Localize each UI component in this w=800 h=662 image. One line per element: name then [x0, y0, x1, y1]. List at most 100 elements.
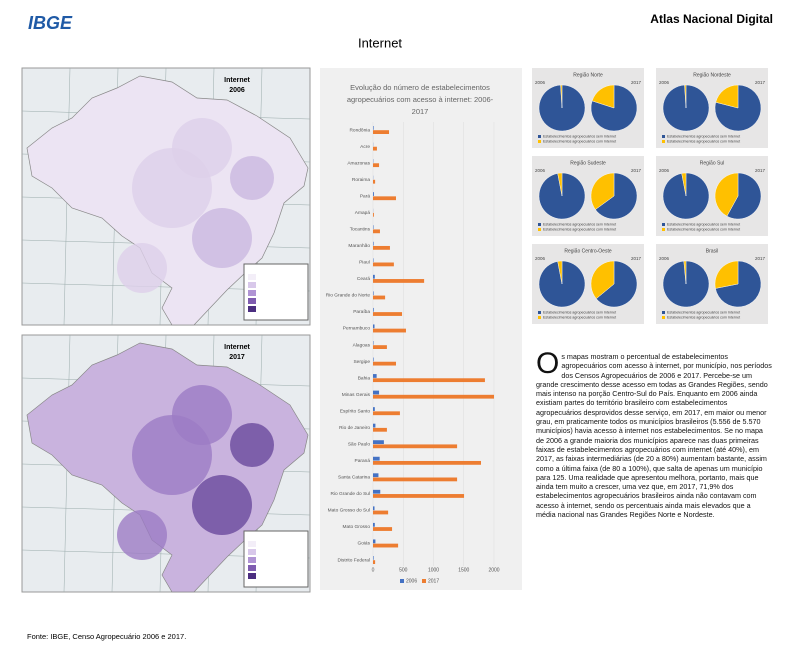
bar	[373, 494, 465, 498]
legend-label: 2006	[406, 578, 417, 584]
bar	[373, 274, 375, 279]
legend-swatch	[538, 316, 541, 319]
y-tick-label: Paraná	[355, 458, 371, 464]
map-region	[117, 243, 167, 293]
legend-label: Estabelecimentos agropecuários sem Inter…	[543, 222, 616, 226]
legend-swatch	[662, 316, 665, 319]
y-tick-label: Minas Gerais	[342, 392, 371, 398]
bar	[373, 229, 380, 234]
y-tick-label: Rondônia	[349, 127, 370, 133]
map: Internet 2006	[21, 67, 311, 326]
bar	[373, 245, 390, 250]
legend-swatch	[662, 223, 665, 226]
legend-label: Estabelecimentos agropecuários com Inter…	[543, 315, 616, 319]
y-tick-label: Santa Catarina	[338, 475, 370, 481]
map-title: Internet	[224, 77, 250, 84]
legend-label: Estabelecimentos agropecuários sem Inter…	[667, 222, 740, 226]
bar	[373, 130, 390, 134]
pie-title: Região Sul	[700, 160, 724, 166]
x-tick-label: 0	[372, 567, 375, 573]
pie-slice	[714, 260, 739, 289]
bar	[373, 473, 379, 478]
bar	[373, 423, 376, 428]
bar	[373, 212, 374, 217]
pie-label: 2006	[535, 256, 546, 261]
pie-title: Região Sudeste	[570, 160, 606, 166]
bar	[373, 506, 375, 511]
bar	[373, 374, 377, 378]
legend-swatch	[400, 579, 404, 583]
map-region	[172, 385, 232, 445]
x-tick-label: 2000	[488, 567, 499, 573]
bar	[373, 345, 387, 349]
bar	[373, 307, 374, 312]
y-tick-label: Alagoas	[353, 342, 371, 348]
legend-label: Estabelecimentos agropecuários com Inter…	[543, 139, 616, 143]
legend-swatch	[248, 306, 256, 312]
legend-swatch	[538, 311, 541, 314]
bar	[373, 324, 375, 329]
bar	[373, 361, 396, 366]
bar	[373, 312, 403, 316]
legend-swatch	[248, 282, 256, 288]
pie-slice	[590, 260, 615, 299]
legend-label: Estabelecimentos agropecuários com Inter…	[667, 139, 740, 143]
pie-slice	[715, 84, 739, 109]
map-year: 2017	[229, 354, 245, 361]
legend-swatch	[422, 579, 426, 583]
body-text: s mapas mostram o percentual de estabele…	[536, 352, 772, 520]
bar	[373, 163, 380, 168]
bar	[373, 489, 381, 494]
bar	[373, 126, 374, 130]
y-tick-label: Acre	[360, 144, 370, 150]
pie-slice	[560, 84, 563, 109]
bar	[373, 241, 374, 246]
pie-label: 2006	[659, 256, 670, 261]
legend-swatch	[248, 565, 256, 571]
pie-label: 2006	[659, 168, 670, 173]
y-tick-label: Sergipe	[353, 359, 370, 365]
y-tick-label: Pernambuco	[343, 326, 371, 332]
drop-cap: O	[536, 347, 560, 380]
pie-slice	[684, 84, 687, 109]
pie-label: 2006	[659, 80, 670, 85]
pie-slice	[557, 260, 563, 285]
bar	[373, 279, 425, 283]
pie-label: 2017	[631, 168, 642, 173]
bar	[373, 427, 387, 432]
pie-slice	[595, 260, 638, 308]
legend-swatch	[248, 573, 256, 579]
legend-swatch	[662, 140, 665, 143]
legend-swatch	[248, 557, 256, 563]
map-region	[172, 118, 232, 178]
bar	[373, 146, 377, 151]
bar	[373, 440, 384, 445]
pie-slice	[591, 84, 615, 109]
map-title: Internet	[224, 344, 250, 351]
bar	[373, 394, 494, 399]
map-region	[230, 156, 274, 200]
bar-title: Evolução do número de estabelecimentos a…	[346, 83, 494, 116]
legend-label: Estabelecimentos agropecuários sem Inter…	[543, 134, 616, 138]
bar	[373, 378, 485, 383]
y-tick-label: Rio Grande do Sul	[331, 491, 370, 497]
pie-slice	[590, 172, 615, 210]
bar	[373, 527, 393, 531]
bar	[373, 196, 396, 201]
bar	[373, 543, 399, 548]
legend-swatch	[662, 228, 665, 231]
legend-label: Estabelecimentos agropecuários com Inter…	[543, 227, 616, 231]
map-year: 2006	[229, 87, 245, 94]
legend-label: Estabelecimentos agropecuários sem Inter…	[667, 310, 740, 314]
x-tick-label: 1500	[458, 567, 469, 573]
bar	[373, 411, 400, 416]
y-tick-label: Pará	[360, 193, 370, 199]
bar	[373, 477, 458, 482]
bar	[373, 192, 374, 196]
pie-label: 2017	[755, 256, 766, 261]
pie-slice	[595, 172, 638, 220]
y-tick-label: Mato Grosso do Sul	[328, 508, 370, 514]
legend-swatch	[538, 223, 541, 226]
